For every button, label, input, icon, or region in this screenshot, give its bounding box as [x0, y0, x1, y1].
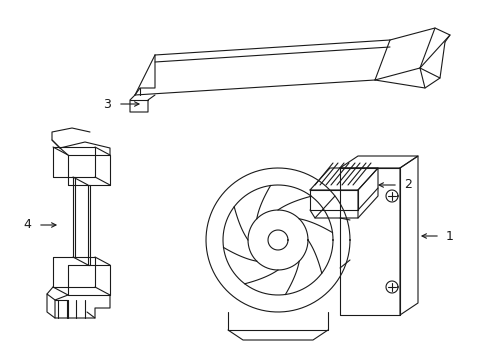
Text: 4: 4: [23, 219, 31, 231]
Text: 1: 1: [445, 230, 453, 243]
Text: 3: 3: [103, 98, 111, 111]
Text: 2: 2: [403, 179, 411, 192]
